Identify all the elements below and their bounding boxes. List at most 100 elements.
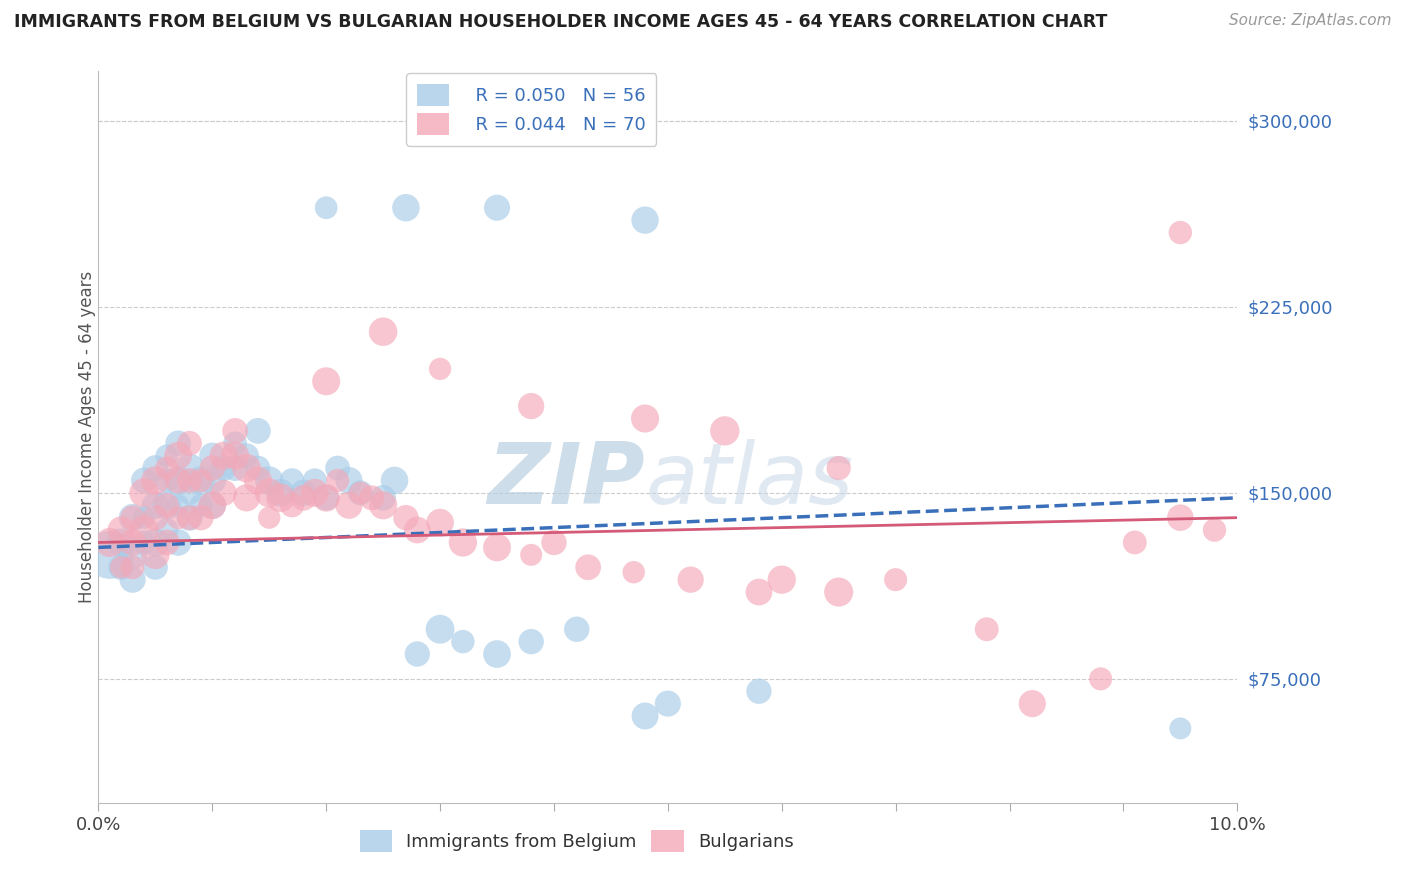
- Text: ZIP: ZIP: [488, 440, 645, 523]
- Point: [156, 535, 179, 549]
- Point: [543, 535, 565, 549]
- Point: [315, 201, 337, 215]
- Point: [486, 541, 509, 555]
- Point: [224, 424, 246, 438]
- Point: [657, 697, 679, 711]
- Point: [156, 523, 179, 537]
- Point: [201, 474, 224, 488]
- Point: [132, 474, 155, 488]
- Point: [156, 498, 179, 512]
- Point: [156, 474, 179, 488]
- Point: [190, 510, 212, 524]
- Point: [373, 491, 395, 505]
- Point: [259, 510, 281, 524]
- Point: [167, 535, 190, 549]
- Text: Source: ZipAtlas.com: Source: ZipAtlas.com: [1229, 13, 1392, 29]
- Point: [121, 510, 143, 524]
- Point: [98, 548, 121, 562]
- Point: [212, 449, 235, 463]
- Point: [190, 474, 212, 488]
- Point: [634, 709, 657, 723]
- Point: [395, 201, 418, 215]
- Point: [179, 436, 201, 450]
- Point: [132, 523, 155, 537]
- Point: [326, 461, 349, 475]
- Point: [121, 535, 143, 549]
- Point: [304, 486, 326, 500]
- Point: [179, 461, 201, 475]
- Point: [520, 548, 543, 562]
- Point: [190, 474, 212, 488]
- Point: [179, 510, 201, 524]
- Point: [1123, 535, 1146, 549]
- Point: [121, 573, 143, 587]
- Point: [121, 510, 143, 524]
- Point: [292, 491, 315, 505]
- Point: [167, 474, 190, 488]
- Point: [145, 498, 167, 512]
- Point: [167, 436, 190, 450]
- Point: [451, 535, 474, 549]
- Point: [429, 516, 451, 530]
- Point: [337, 498, 360, 512]
- Point: [224, 461, 246, 475]
- Point: [110, 523, 132, 537]
- Point: [1170, 510, 1192, 524]
- Point: [270, 491, 292, 505]
- Point: [623, 565, 645, 579]
- Point: [486, 201, 509, 215]
- Point: [212, 461, 235, 475]
- Point: [190, 498, 212, 512]
- Point: [235, 449, 257, 463]
- Point: [770, 573, 793, 587]
- Point: [156, 498, 179, 512]
- Point: [246, 424, 269, 438]
- Point: [156, 461, 179, 475]
- Point: [349, 486, 371, 500]
- Point: [224, 436, 246, 450]
- Point: [520, 634, 543, 648]
- Point: [132, 535, 155, 549]
- Point: [373, 325, 395, 339]
- Point: [235, 491, 257, 505]
- Point: [246, 474, 269, 488]
- Point: [634, 213, 657, 227]
- Point: [179, 486, 201, 500]
- Point: [201, 449, 224, 463]
- Point: [679, 573, 702, 587]
- Point: [406, 647, 429, 661]
- Point: [406, 523, 429, 537]
- Point: [315, 491, 337, 505]
- Point: [281, 474, 304, 488]
- Point: [145, 535, 167, 549]
- Point: [1204, 523, 1226, 537]
- Text: atlas: atlas: [645, 440, 853, 523]
- Point: [179, 474, 201, 488]
- Point: [315, 491, 337, 505]
- Point: [270, 486, 292, 500]
- Point: [292, 486, 315, 500]
- Point: [259, 474, 281, 488]
- Point: [828, 461, 851, 475]
- Point: [714, 424, 737, 438]
- Point: [156, 449, 179, 463]
- Point: [132, 510, 155, 524]
- Point: [110, 560, 132, 574]
- Point: [1090, 672, 1112, 686]
- Point: [201, 498, 224, 512]
- Point: [304, 474, 326, 488]
- Point: [748, 684, 770, 698]
- Point: [110, 535, 132, 549]
- Point: [246, 461, 269, 475]
- Point: [167, 510, 190, 524]
- Legend: Immigrants from Belgium, Bulgarians: Immigrants from Belgium, Bulgarians: [353, 823, 801, 860]
- Text: IMMIGRANTS FROM BELGIUM VS BULGARIAN HOUSEHOLDER INCOME AGES 45 - 64 YEARS CORRE: IMMIGRANTS FROM BELGIUM VS BULGARIAN HOU…: [14, 13, 1108, 31]
- Point: [1170, 722, 1192, 736]
- Point: [429, 622, 451, 636]
- Point: [98, 535, 121, 549]
- Point: [451, 634, 474, 648]
- Point: [373, 498, 395, 512]
- Point: [281, 498, 304, 512]
- Point: [315, 374, 337, 388]
- Point: [167, 449, 190, 463]
